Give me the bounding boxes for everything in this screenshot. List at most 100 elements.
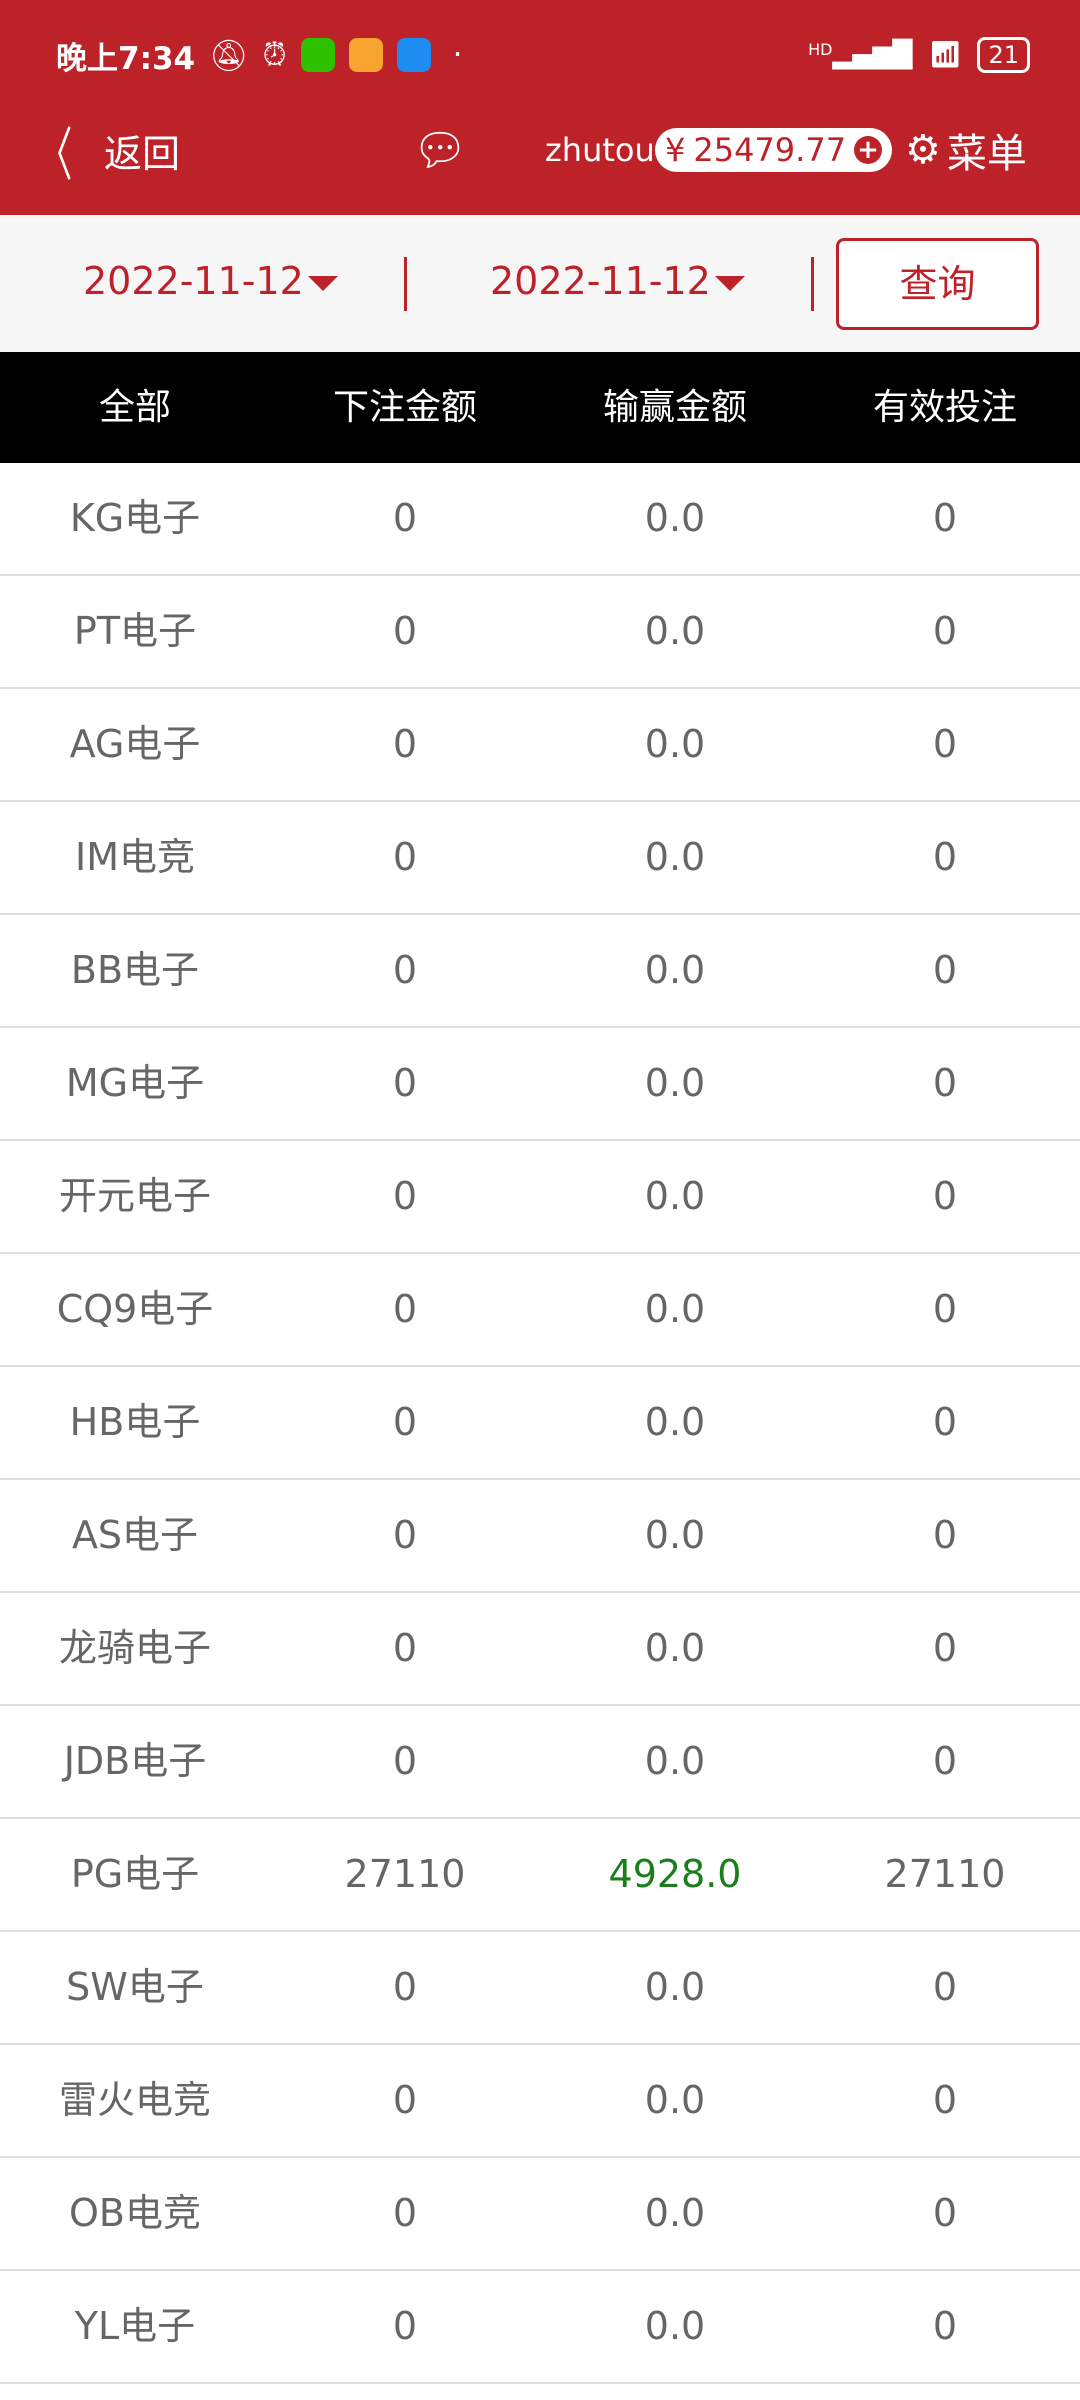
username: zhutou [545,131,655,169]
table-row[interactable]: CQ9电子 0 0.0 0 [0,1254,1080,1367]
table-row[interactable]: MG电子 0 0.0 0 [0,1028,1080,1141]
table-row[interactable]: 开元电子 0 0.0 0 [0,1141,1080,1254]
bet-amount: 0 [392,1061,418,1105]
bet-amount: 0 [392,1174,418,1218]
network-label: HD [808,40,833,59]
platform-name: 开元电子 [58,1174,211,1218]
app-header: 晚上7:34 🔕︎ ⏰︎ · HD▂▄▆█ 📶︎ 21 〈 返回 💬︎ zhut… [0,0,1080,215]
platform-name: KG电子 [69,496,201,540]
start-date-select[interactable]: 2022-11-12 [83,259,338,303]
win-loss-amount: 0.0 [644,1513,706,1557]
valid-bet: 0 [932,1513,958,1557]
valid-bet: 0 [932,1174,958,1218]
valid-bet: 0 [932,835,958,879]
valid-bet: 0 [932,2304,958,2348]
battery-icon: 21 [977,37,1030,73]
table-row[interactable]: OB电竞 0 0.0 0 [0,2158,1080,2271]
bet-amount: 0 [392,2304,418,2348]
end-date-value: 2022-11-12 [490,259,711,303]
table-body: KG电子 0 0.0 0 PT电子 0 0.0 0 AG电子 0 0.0 0 IM电竞 0 0.0 0 BB电子… [0,463,1080,2384]
win-loss-amount: 0.0 [644,1739,706,1783]
bet-amount: 27110 [344,1852,466,1896]
table-row[interactable]: SW电子 0 0.0 0 [0,1932,1080,2045]
bet-amount: 0 [392,2078,418,2122]
platform-name: CQ9电子 [56,1287,214,1331]
plus-icon[interactable]: + [854,136,883,164]
bet-amount: 0 [392,1400,418,1444]
platform-name: PG电子 [70,1852,200,1896]
platform-name: PT电子 [73,609,197,653]
platform-name: IM电竞 [75,835,195,879]
wechat-icon[interactable]: 💬︎ [412,125,468,176]
balance-badge[interactable]: ¥ 25479.77 + [655,128,893,172]
bet-amount: 0 [392,1287,418,1331]
divider [811,257,814,311]
platform-name: 龙骑电子 [58,1626,211,1670]
valid-bet: 0 [932,1061,958,1105]
column-header-all[interactable]: 全部 [98,387,171,428]
table-row[interactable]: 龙骑电子 0 0.0 0 [0,1593,1080,1706]
win-loss-amount: 0.0 [644,1400,706,1444]
platform-name: SW电子 [66,1965,204,2009]
wifi-icon: 📶︎ [928,40,962,70]
status-bar: 晚上7:34 🔕︎ ⏰︎ · HD▂▄▆█ 📶︎ 21 [56,30,1030,80]
column-header-bet-amount: 下注金额 [332,387,477,428]
currency-symbol: ¥ [665,131,686,169]
valid-bet: 0 [932,1739,958,1783]
platform-name: AG电子 [69,722,201,766]
bet-amount: 0 [392,496,418,540]
table-row[interactable]: AG电子 0 0.0 0 [0,689,1080,802]
valid-bet: 0 [932,2191,958,2235]
win-loss-amount: 0.0 [644,835,706,879]
chevron-left-icon: 〈 [37,121,73,189]
platform-name: AS电子 [71,1513,199,1557]
dropdown-triangle-icon [714,276,745,291]
start-date-value: 2022-11-12 [83,259,304,303]
date-filter-bar: 2022-11-12 2022-11-12 查询 [0,215,1080,352]
query-button[interactable]: 查询 [836,238,1039,330]
end-date-select[interactable]: 2022-11-12 [490,259,745,303]
win-loss-amount: 0.0 [644,1061,706,1105]
menu-button[interactable]: ⚙ 菜单 [905,121,1027,179]
win-loss-amount: 0.0 [644,2078,706,2122]
win-loss-amount: 0.0 [644,1287,706,1331]
valid-bet: 27110 [884,1852,1006,1896]
table-row[interactable]: KG电子 0 0.0 0 [0,463,1080,576]
balance-value: 25479.77 [693,131,847,169]
win-loss-amount: 0.0 [644,496,706,540]
bet-amount: 0 [392,948,418,992]
column-header-win-loss: 输赢金额 [602,387,747,428]
table-row[interactable]: PG电子 27110 4928.0 27110 [0,1819,1080,1932]
valid-bet: 0 [932,1626,958,1670]
table-row[interactable]: AS电子 0 0.0 0 [0,1480,1080,1593]
bet-amount: 0 [392,609,418,653]
table-row[interactable]: 雷火电竞 0 0.0 0 [0,2045,1080,2158]
wechat-notification-icon [300,38,335,72]
win-loss-amount: 4928.0 [608,1852,742,1896]
platform-name: YL电子 [74,2304,196,2348]
menu-label: 菜单 [946,131,1027,177]
bet-amount: 0 [392,1965,418,2009]
app-notification-icon [396,38,431,72]
table-row[interactable]: IM电竞 0 0.0 0 [0,802,1080,915]
valid-bet: 0 [932,609,958,653]
win-loss-amount: 0.0 [644,2304,706,2348]
table-row[interactable]: HB电子 0 0.0 0 [0,1367,1080,1480]
bet-amount: 0 [392,1626,418,1670]
platform-name: OB电竞 [69,2191,201,2235]
table-row[interactable]: JDB电子 0 0.0 0 [0,1706,1080,1819]
win-loss-amount: 0.0 [644,1626,706,1670]
gear-icon: ⚙ [905,127,941,173]
table-row[interactable]: BB电子 0 0.0 0 [0,915,1080,1028]
table-row[interactable]: PT电子 0 0.0 0 [0,576,1080,689]
platform-name: MG电子 [65,1061,205,1105]
mute-icon: 🔕︎ [209,37,249,74]
bet-amount: 0 [392,1513,418,1557]
valid-bet: 0 [932,948,958,992]
platform-name: 雷火电竞 [58,2078,211,2122]
notes-notification-icon [348,38,383,72]
table-row[interactable]: YL电子 0 0.0 0 [0,2271,1080,2384]
back-button[interactable]: 〈 返回 [26,108,180,192]
valid-bet: 0 [932,496,958,540]
alarm-icon: ⏰︎ [262,36,287,73]
